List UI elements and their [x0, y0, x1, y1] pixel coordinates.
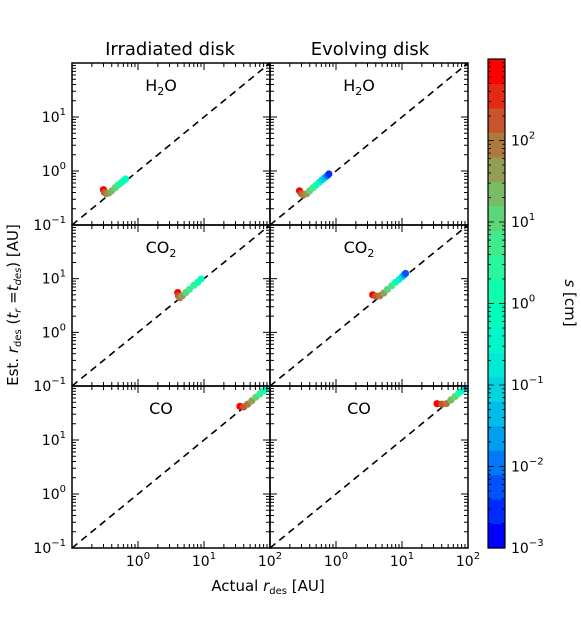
colorbar-segment [488, 352, 505, 378]
panel: CO 10−1 100 101 100 101 102 [33, 385, 282, 570]
panel: H2O [269, 62, 469, 226]
colorbar-segment [488, 303, 505, 329]
panels: H2O 10−1 100 101 H2O CO2 10−1 100 101 CO2 CO 10−1 10… [33, 62, 480, 570]
colorbar-frame [487, 58, 506, 549]
reference-line [72, 386, 270, 548]
y-tick-label: 100 [42, 161, 66, 180]
colorbar-segment [488, 83, 505, 109]
panel: CO2 10−1 100 101 [33, 224, 271, 395]
x-axis-label: Actual rdes [AU] [211, 577, 324, 597]
data-point [325, 170, 333, 178]
species-label: CO [347, 399, 371, 418]
colorbar-tick-label: 10−3 [511, 538, 544, 557]
panel-frame [269, 385, 469, 549]
colorbar-segment [488, 450, 505, 476]
species-label: CO2 [344, 238, 375, 260]
colorbar-label: s [cm] [561, 279, 579, 326]
data-point [401, 269, 410, 278]
colorbar-segment [488, 499, 505, 525]
colorbar: 10−3 10−2 10−1 100 101 102 [487, 58, 544, 557]
reference-line [270, 225, 468, 386]
colorbar-segment [488, 107, 505, 133]
colorbar-segment [488, 156, 505, 182]
y-tick-label: 101 [42, 430, 66, 449]
panel: H2O 10−1 100 101 [33, 62, 271, 234]
colorbar-segment [488, 327, 505, 353]
y-tick-label: 10−1 [33, 215, 66, 234]
x-tick-label: 100 [324, 551, 348, 570]
y-tick-label: 100 [42, 322, 66, 341]
colorbar-segment [488, 59, 505, 85]
colorbar-segment [488, 376, 505, 402]
reference-line [72, 63, 270, 225]
y-tick-label: 101 [42, 269, 66, 288]
colorbar-segment [488, 401, 505, 427]
x-tick-label: 102 [456, 551, 480, 570]
data-point [197, 275, 205, 283]
colorbar-segment [488, 523, 505, 549]
x-tick-label: 101 [390, 551, 414, 570]
reference-line [270, 386, 468, 548]
colorbar-segment [488, 254, 505, 280]
species-label: CO2 [146, 238, 177, 260]
colorbar-segment [488, 132, 505, 158]
x-tick-label: 100 [126, 551, 150, 570]
y-tick-label: 10−1 [33, 376, 66, 395]
species-label: H2O [343, 76, 375, 98]
column-title-evolving: Evolving disk [311, 39, 430, 60]
reference-line [72, 225, 270, 386]
colorbar-segment [488, 474, 505, 500]
column-title-irradiated: Irradiated disk [105, 39, 235, 60]
colorbar-tick-label: 102 [511, 131, 535, 150]
y-tick-label: 101 [42, 107, 66, 126]
y-tick-label: 10−1 [33, 538, 66, 557]
panel: CO2 [269, 224, 469, 387]
colorbar-segment [488, 425, 505, 451]
colorbar-segment [488, 279, 505, 305]
x-tick-label: 101 [192, 551, 216, 570]
y-tick-label: 100 [42, 484, 66, 503]
x-tick-label: 102 [258, 551, 282, 570]
species-label: H2O [145, 76, 177, 98]
colorbar-segment [488, 181, 505, 207]
panel: CO 100 101 102 [269, 385, 480, 570]
colorbar-tick-label: 10−1 [511, 375, 544, 394]
data-point [122, 175, 130, 183]
colorbar-tick-label: 100 [511, 294, 535, 313]
y-axis-label: Est. rdes (tr =tdes) [AU] [4, 224, 24, 386]
colorbar-segment [488, 205, 505, 231]
species-label: CO [149, 399, 173, 418]
colorbar-segment [488, 230, 505, 256]
colorbar-tick-label: 10−2 [511, 457, 544, 476]
colorbar-tick-label: 101 [511, 212, 535, 231]
